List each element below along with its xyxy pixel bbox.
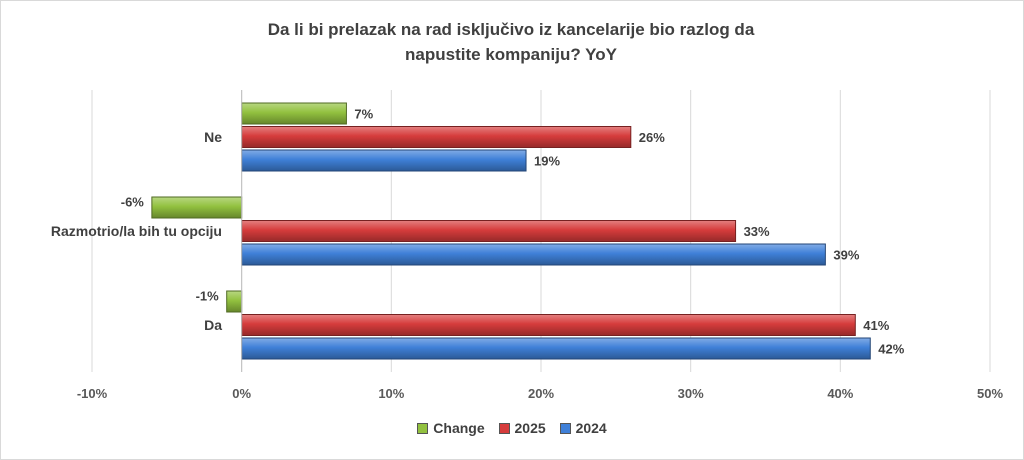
data-label: 41% (863, 318, 889, 333)
legend-item-2024: 2024 (559, 420, 607, 436)
data-label: -1% (196, 289, 220, 304)
bar-change-2 (226, 290, 243, 313)
bar-2025-0 (241, 126, 632, 148)
category-label: Razmotrio/la bih tu opciju (51, 223, 222, 239)
x-tick-label: 40% (827, 386, 853, 401)
legend-swatch-change (417, 422, 429, 434)
data-label: -6% (121, 195, 145, 210)
legend-swatch-2024 (559, 422, 571, 434)
x-tick-label: 10% (378, 386, 404, 401)
bar-change-1 (151, 196, 243, 219)
bar-2024-0 (241, 149, 527, 172)
legend: Change 2025 2024 (0, 420, 1024, 437)
legend-label-2024: 2024 (575, 420, 607, 436)
x-tick-label: 20% (528, 386, 554, 401)
data-label: 19% (534, 154, 560, 169)
x-tick-label: 0% (232, 386, 251, 401)
chart-title: Da li bi prelazak na rad isključivo iz k… (267, 20, 755, 64)
bar-2024-2 (241, 337, 871, 360)
data-label: 7% (354, 107, 373, 122)
legend-item-change: Change (417, 420, 485, 436)
x-tick-label: -10% (77, 386, 108, 401)
legend-label-change: Change (433, 420, 485, 436)
data-label: 42% (878, 342, 904, 357)
legend-item-2025: 2025 (498, 420, 546, 436)
data-label: 33% (744, 224, 770, 239)
x-tick-label: 30% (678, 386, 704, 401)
legend-label-2025: 2025 (514, 420, 546, 436)
bar-2025-2 (241, 314, 856, 336)
data-label: 39% (833, 248, 859, 263)
category-label: Da (204, 317, 222, 333)
bar-2024-1 (241, 243, 826, 266)
legend-swatch-2025 (498, 422, 510, 434)
data-label: 26% (639, 130, 665, 145)
bar-2025-1 (241, 220, 737, 242)
x-tick-label: 50% (977, 386, 1003, 401)
bar-change-0 (241, 102, 347, 125)
category-label: Ne (204, 129, 222, 145)
